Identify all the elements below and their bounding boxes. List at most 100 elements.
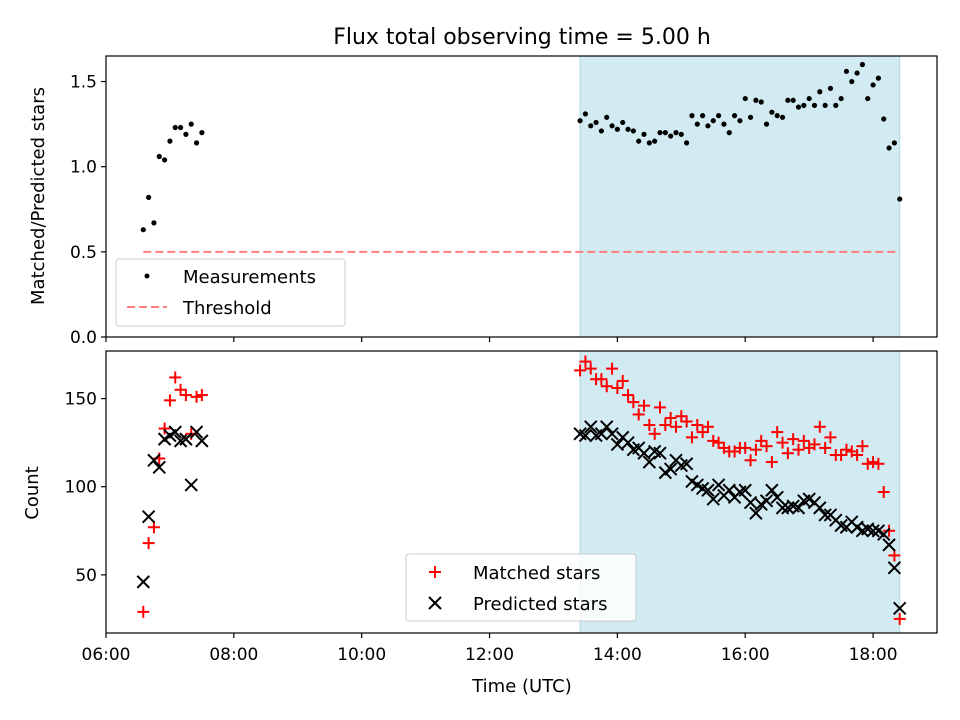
measurement-point bbox=[700, 113, 706, 119]
matched-point bbox=[622, 389, 635, 402]
measurement-point bbox=[177, 124, 184, 131]
matched-point bbox=[680, 415, 693, 428]
measurement-point bbox=[161, 157, 168, 163]
measurement-point bbox=[620, 119, 626, 126]
measurement-point bbox=[737, 118, 743, 124]
predicted-point bbox=[791, 501, 806, 515]
measurement-point bbox=[577, 118, 583, 124]
ratio-ytick-label: 0.0 bbox=[70, 328, 97, 348]
measurement-point bbox=[753, 97, 759, 103]
matched-point bbox=[696, 426, 709, 439]
predicted-point bbox=[813, 501, 827, 515]
ratio-legend-box bbox=[115, 258, 346, 327]
measurement-point bbox=[843, 68, 850, 74]
predicted-point bbox=[578, 428, 593, 443]
legend-threshold-label: Threshold bbox=[182, 298, 272, 319]
measurement-point bbox=[721, 121, 727, 127]
measurement-point bbox=[811, 102, 818, 108]
predicted-point bbox=[189, 425, 204, 439]
measurement-point bbox=[684, 140, 690, 146]
measurement-point bbox=[774, 113, 780, 119]
predicted-point bbox=[893, 601, 907, 616]
predicted-point bbox=[605, 427, 619, 441]
measurement-point bbox=[625, 126, 631, 132]
count-legend-box bbox=[405, 553, 637, 622]
matched-point bbox=[781, 447, 794, 460]
matched-point bbox=[600, 380, 613, 393]
predicted-point bbox=[141, 509, 156, 524]
matched-point bbox=[179, 389, 192, 402]
measurement-point bbox=[801, 102, 807, 108]
matched-point bbox=[749, 443, 762, 456]
measurement-point bbox=[172, 124, 178, 131]
matched-point bbox=[611, 382, 624, 395]
count-axes-frame bbox=[105, 350, 938, 634]
measurement-point bbox=[854, 70, 860, 76]
measurement-point bbox=[646, 140, 652, 146]
ratio-ytick-label: 1.5 bbox=[70, 73, 97, 93]
matched-point bbox=[174, 383, 187, 396]
matched-point bbox=[169, 371, 182, 384]
predicted-point bbox=[642, 455, 657, 469]
count-ylabel: Count bbox=[22, 466, 43, 519]
matched-point bbox=[606, 362, 619, 375]
matched-point bbox=[584, 362, 597, 375]
matched-point bbox=[638, 399, 651, 412]
measurement-point bbox=[763, 121, 770, 127]
matched-point bbox=[835, 448, 848, 461]
matched-point bbox=[776, 436, 789, 449]
matched-point bbox=[771, 426, 784, 439]
matched-point bbox=[632, 408, 645, 421]
ratio-ytick-label: 1.0 bbox=[70, 158, 97, 178]
matched-point bbox=[877, 486, 890, 498]
measurement-point bbox=[604, 114, 610, 120]
measurement-point bbox=[859, 61, 866, 68]
measurement-point bbox=[875, 75, 882, 81]
measurement-point bbox=[822, 102, 828, 108]
ratio-axes-frame bbox=[105, 55, 938, 338]
predicted-point bbox=[765, 483, 779, 497]
measurement-point bbox=[891, 140, 897, 146]
predicted-point bbox=[770, 490, 784, 504]
matched-point bbox=[755, 434, 768, 447]
count-ytick-label: 100 bbox=[65, 478, 97, 498]
matched-point bbox=[574, 364, 587, 377]
count-xtick-label: 08:00 bbox=[209, 645, 258, 665]
ratio-legend: Measurements Threshold bbox=[115, 258, 346, 327]
matched-point bbox=[664, 411, 677, 424]
measurement-point bbox=[694, 121, 700, 127]
ratio-marks bbox=[140, 56, 903, 337]
measurement-point bbox=[614, 126, 620, 132]
measurement-point bbox=[758, 99, 764, 105]
predicted-point bbox=[610, 437, 625, 452]
predicted-point bbox=[621, 435, 635, 450]
matched-point bbox=[851, 448, 864, 461]
count-xtick-label: 12:00 bbox=[465, 645, 514, 665]
measurement-point bbox=[806, 95, 812, 102]
matched-point bbox=[707, 434, 720, 447]
matched-point bbox=[701, 420, 714, 433]
measurement-point bbox=[817, 89, 823, 95]
matched-point bbox=[158, 422, 171, 435]
legend-measurements-marker bbox=[144, 273, 150, 279]
measurement-point bbox=[795, 104, 802, 110]
matched-point bbox=[579, 355, 592, 368]
count-ytick-label: 50 bbox=[75, 566, 97, 586]
predicted-point bbox=[882, 538, 896, 552]
matched-point bbox=[861, 457, 874, 470]
matched-point bbox=[744, 454, 757, 467]
measurement-point bbox=[827, 85, 834, 91]
measurement-point bbox=[193, 140, 200, 146]
matched-point bbox=[595, 373, 608, 386]
measurement-point bbox=[673, 130, 679, 136]
predicted-point bbox=[743, 495, 758, 510]
matched-point bbox=[813, 420, 826, 433]
measurement-point bbox=[609, 123, 615, 129]
matched-point bbox=[142, 537, 155, 550]
matched-point bbox=[824, 431, 837, 444]
measurement-point bbox=[146, 194, 152, 200]
matched-point bbox=[808, 438, 821, 451]
matched-point bbox=[669, 420, 682, 433]
legend-predicted-label: Predicted stars bbox=[473, 594, 607, 615]
measurement-point bbox=[897, 196, 903, 202]
